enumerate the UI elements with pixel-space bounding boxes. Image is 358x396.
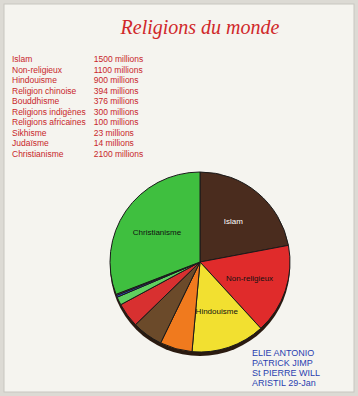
legend-label: Religions indigènes xyxy=(12,107,86,117)
legend-label: Islam xyxy=(12,54,32,64)
legend-value: 900 millions xyxy=(94,75,139,85)
slice-label: Christianisme xyxy=(133,228,182,237)
slice-label: Islam xyxy=(224,217,243,226)
legend-label: Religion chinoise xyxy=(12,86,77,96)
legend-label: Religions africaines xyxy=(12,117,86,127)
legend-value: 23 millions xyxy=(94,128,134,138)
legend-label: Bouddhisme xyxy=(12,96,60,106)
author: St PIERRE WILL xyxy=(252,368,320,378)
slice xyxy=(110,172,200,294)
author: ELIE ANTONIO xyxy=(252,348,314,358)
legend-value: 376 millions xyxy=(94,96,139,106)
poster xyxy=(4,4,354,392)
legend: IslamNon-religieuxHindouismeReligion chi… xyxy=(12,54,143,159)
author: PATRICK JIMP xyxy=(252,358,313,368)
legend-value: 1500 millions xyxy=(94,54,144,64)
pie xyxy=(110,172,290,356)
slice-label: Non-religieux xyxy=(226,274,273,283)
legend-label: Hindouisme xyxy=(12,75,57,85)
legend-value: 1100 millions xyxy=(94,65,143,75)
legend-label: Judaïsme xyxy=(12,138,49,148)
author: ARISTIL 29-Jan xyxy=(252,378,316,388)
legend-value: 2100 millions xyxy=(94,149,144,159)
legend-value: 14 millions xyxy=(94,138,134,148)
legend-value: 394 millions xyxy=(94,86,139,96)
chart: Religions du mondeIslamNon-religieuxHind… xyxy=(0,0,358,396)
legend-label: Sikhisme xyxy=(12,128,47,138)
legend-value: 300 millions xyxy=(94,107,139,117)
slice-labels: Islam Non-religieux Hindouisme Christianism… xyxy=(133,217,273,316)
title: Religions du monde xyxy=(120,16,280,39)
authors: ELIE ANTONIOPATRICK JIMPSt PIERRE WILLAR… xyxy=(252,348,320,388)
legend-label: Christianisme xyxy=(12,149,64,159)
legend-label: Non-religieux xyxy=(12,65,63,75)
legend-value: 100 millions xyxy=(94,117,139,127)
slice-label: Hindouisme xyxy=(196,307,239,316)
